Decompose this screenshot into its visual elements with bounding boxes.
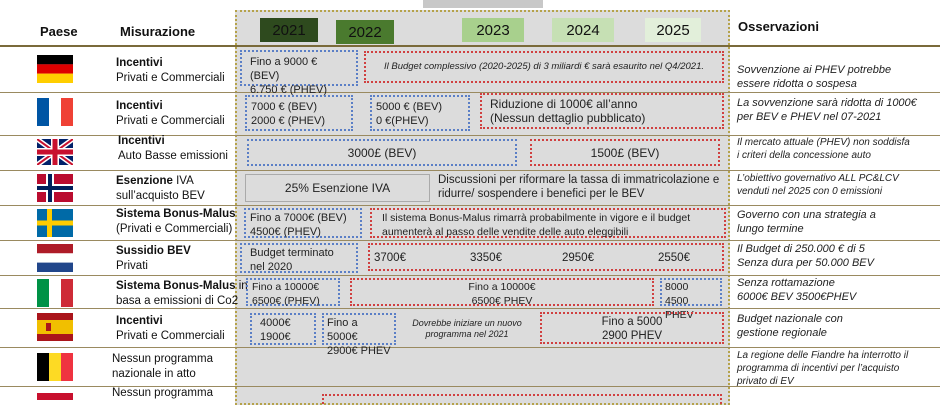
timeline-area: [235, 10, 730, 405]
note-netherlands: Il Budget di 250.000 € di 5 Senza dura pe…: [737, 243, 874, 269]
measure-norway: Esenzione IVA sull’acquisto BEV: [116, 175, 205, 202]
row-divider: [0, 135, 940, 136]
note-italy: Senza rottamazione 6000€ BEV 3500€PHEV: [737, 277, 857, 303]
measure-sweden: Sistema Bonus-Malus (Privati e Commercial…: [116, 208, 236, 235]
row-divider: [0, 205, 940, 206]
norway-vat-box: 25% Esenzione IVA: [245, 174, 430, 202]
year-2023: 2023: [462, 18, 524, 42]
header-misurazione: Misurazione: [120, 24, 196, 39]
year-2022: 2022: [336, 20, 394, 44]
norway-flag-icon: [37, 174, 73, 202]
sweden-bonus-box: Fino a 7000€ (BEV) 4500€ (PHEV): [244, 208, 362, 238]
row-divider: [0, 92, 940, 93]
row-divider: [0, 275, 940, 276]
spain-2023-box: Fino a 5000 2900 PHEV: [540, 312, 724, 344]
year-2024: 2024: [552, 18, 614, 42]
header-paese: Paese: [40, 24, 78, 39]
nl-value-2: 3350€: [470, 252, 502, 264]
row-divider: [0, 308, 940, 309]
measure-spain: Incentivi Privati e Commerciali: [116, 315, 225, 342]
nl-value-4: 2550€: [658, 252, 690, 264]
italy-2021-box: Fino a 10000€ 6500€ (PHEV): [246, 278, 340, 307]
year-2025: 2025: [645, 18, 701, 42]
spain-2021-box: 4000€ 1900€: [250, 313, 316, 345]
france-flag-icon: [37, 98, 73, 126]
note-uk: Il mercato attuale (PHEV) non soddisfa i …: [737, 137, 910, 161]
spain-2022-box: Fino a 5000€ 2900€ PHEV: [322, 313, 396, 357]
note-belgium: La regione delle Fiandre ha interrotto i…: [737, 350, 909, 387]
measure-last: Nessun programma: [112, 387, 213, 399]
note-germany: Sovvenzione ai PHEV potrebbe essere ridot…: [737, 64, 892, 90]
netherlands-values-box: 3700€ 3350€ 2950€ 2550€: [368, 243, 724, 271]
nl-value-3: 2950€: [562, 252, 594, 264]
uk-flag-icon: [37, 139, 73, 165]
top-bar-decoration: [423, 0, 543, 8]
belgium-flag-icon: [37, 353, 73, 381]
france-reduction-box: Riduzione di 1000€ all’anno (Nessun detta…: [480, 93, 724, 129]
measure-italy: Sistema Bonus-Malus in basa a emissioni d…: [116, 280, 248, 307]
norway-discussion-box: Discussioni per riformare la tassa di im…: [438, 174, 720, 200]
measure-netherlands: Sussidio BEV Privati: [116, 245, 191, 272]
header-osservazioni: Osservazioni: [738, 19, 819, 34]
germany-flag-icon: [37, 55, 73, 83]
sweden-system-box: Il sistema Bonus-Malus rimarrà probabilm…: [370, 208, 726, 238]
uk-1500-box: 1500£ (BEV): [530, 139, 720, 166]
sweden-flag-icon: [37, 209, 73, 237]
uk-3000-box: 3000£ (BEV): [247, 139, 517, 166]
germany-budget-box: Il Budget complessivo (2020-2025) di 3 m…: [364, 51, 724, 83]
row-divider: [0, 240, 940, 241]
italy-2025-box: 8000 4500 PHEV: [660, 278, 722, 321]
row-divider: [0, 347, 940, 348]
last-row-box: [322, 394, 722, 404]
note-france: La sovvenzione sarà ridotta di 1000€ per …: [737, 97, 917, 123]
netherlands-budget-box: Budget terminato nel 2020: [240, 243, 358, 273]
spain-flag-icon: [37, 313, 73, 341]
note-spain: Budget nazionale con gestione regionale: [737, 313, 843, 339]
france-2021-box: 7000 € (BEV) 2000 € (PHEV): [245, 95, 353, 131]
note-norway: L’obiettivo governativo ALL PC&LCV vendut…: [737, 173, 899, 197]
measure-germany: Incentivi Privati e Commerciali: [116, 57, 225, 84]
measure-france: Incentivi Privati e Commerciali: [116, 100, 225, 127]
note-sweden: Governo con una strategia a lungo termine: [737, 209, 876, 235]
header-divider: [0, 45, 940, 47]
nl-value-1: 3700€: [374, 252, 406, 264]
france-2022-box: 5000 € (BEV) 0 €(PHEV): [370, 95, 470, 131]
italy-2022-box: Fino a 10000€ 6500€ PHEV: [350, 278, 654, 307]
measure-belgium: Nessun programma nazionale in atto: [112, 353, 213, 380]
row-divider: [0, 386, 940, 387]
measure-uk: Incentivi Auto Basse emissioni: [118, 135, 228, 162]
germany-2021-box: Fino a 9000 € (BEV) 6.750 € (PHEV): [240, 50, 358, 96]
italy-flag-icon: [37, 279, 73, 307]
netherlands-flag-icon: [37, 244, 73, 272]
row-divider: [0, 170, 940, 171]
spain-new-program-note: Dovrebbe iniziare un nuovo programma nel …: [412, 318, 522, 339]
year-2021: 2021: [260, 18, 318, 42]
last-flag-icon: [37, 393, 73, 400]
